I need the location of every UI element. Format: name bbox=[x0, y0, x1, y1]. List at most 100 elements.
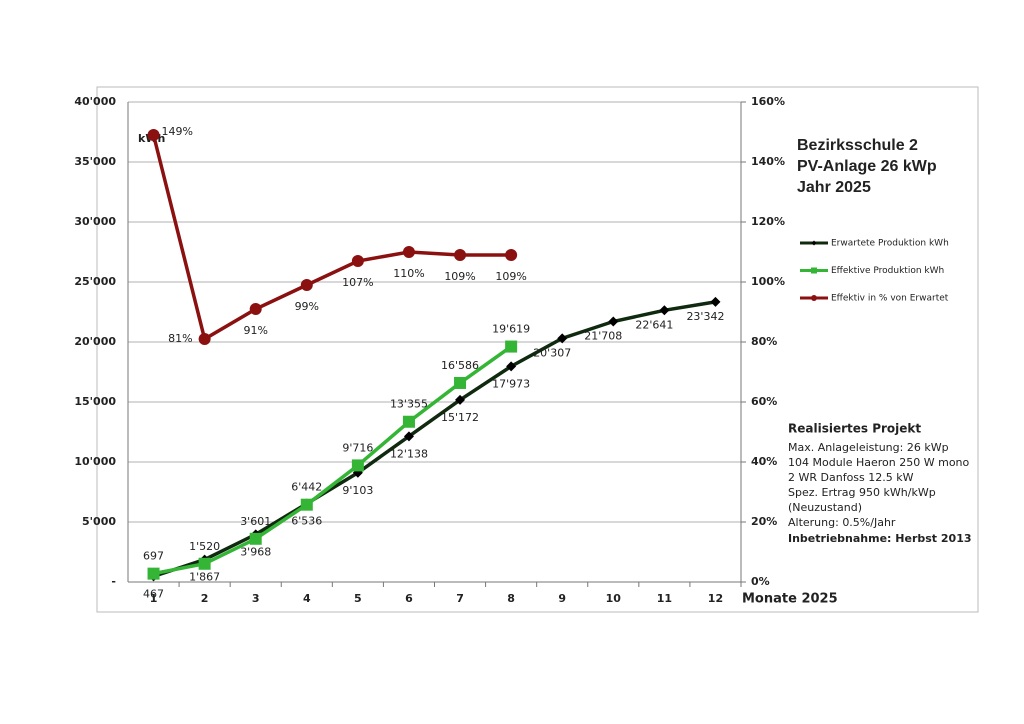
legend-label: Effektiv in % von Erwartet bbox=[831, 294, 949, 304]
data-label: 15'172 bbox=[441, 411, 479, 424]
y2-tick-label: 120% bbox=[751, 215, 785, 228]
y-tick-label: 25'000 bbox=[74, 275, 116, 288]
chart-title: Jahr 2025 bbox=[797, 179, 871, 196]
y2-tick-label: 40% bbox=[751, 455, 777, 468]
data-label: 3'968 bbox=[240, 545, 271, 558]
data-label: 16'586 bbox=[441, 359, 479, 372]
marker bbox=[659, 305, 670, 316]
marker bbox=[811, 295, 817, 301]
x-tick-label: 3 bbox=[252, 592, 260, 605]
info-line: Spez. Ertrag 950 kWh/kWp bbox=[788, 486, 936, 499]
marker bbox=[198, 557, 211, 570]
marker bbox=[811, 267, 817, 274]
marker bbox=[608, 316, 619, 327]
data-label: 12'138 bbox=[390, 447, 428, 460]
marker bbox=[454, 376, 467, 389]
x-tick-label: 7 bbox=[456, 592, 464, 605]
chart-title: Bezirksschule 2 bbox=[797, 137, 918, 154]
marker bbox=[249, 532, 262, 545]
data-label: 9'716 bbox=[342, 441, 373, 454]
data-label: 6'536 bbox=[291, 515, 322, 528]
x-tick-label: 9 bbox=[558, 592, 566, 605]
series-line bbox=[152, 300, 716, 579]
x-tick-label: 12 bbox=[708, 592, 723, 605]
data-label: 19'619 bbox=[492, 323, 530, 336]
marker bbox=[506, 361, 517, 372]
marker bbox=[198, 333, 211, 345]
y-tick-label: 40'000 bbox=[74, 95, 116, 108]
data-label: 9'103 bbox=[342, 484, 373, 497]
data-label: 467 bbox=[143, 587, 164, 600]
info-line: Max. Anlageleistung: 26 kWp bbox=[788, 441, 949, 454]
x-tick-label: 10 bbox=[606, 592, 622, 605]
info-footer: Inbetriebnahme: Herbst 2013 bbox=[788, 532, 972, 545]
data-label: 3'601 bbox=[240, 515, 271, 528]
marker bbox=[300, 498, 313, 511]
marker bbox=[403, 431, 414, 442]
y-tick-label: 30'000 bbox=[74, 215, 116, 228]
data-label: 81% bbox=[168, 332, 192, 345]
y2-tick-label: 100% bbox=[751, 275, 785, 288]
x-tick-label: 6 bbox=[405, 592, 413, 605]
data-label: 21'708 bbox=[584, 330, 622, 343]
data-label: 109% bbox=[444, 270, 475, 283]
marker bbox=[454, 249, 467, 261]
y2-tick-label: 80% bbox=[751, 335, 777, 348]
marker bbox=[147, 129, 160, 141]
y-tick-label: 35'000 bbox=[74, 155, 116, 168]
y2-tick-label: 0% bbox=[751, 575, 770, 588]
y-tick-label: 15'000 bbox=[74, 395, 116, 408]
data-label: 22'641 bbox=[635, 318, 673, 331]
x-tick-label: 5 bbox=[354, 592, 362, 605]
series-line bbox=[151, 134, 512, 342]
info-line: 104 Module Haeron 250 W mono bbox=[788, 456, 970, 469]
marker bbox=[710, 296, 721, 307]
data-label: 91% bbox=[243, 324, 267, 337]
marker bbox=[351, 459, 364, 472]
data-label: 109% bbox=[495, 270, 526, 283]
marker bbox=[505, 249, 518, 261]
y2-tick-label: 160% bbox=[751, 95, 785, 108]
data-label: 20'307 bbox=[533, 346, 571, 359]
data-label: 1'520 bbox=[189, 540, 220, 553]
data-label: 110% bbox=[393, 267, 424, 280]
marker bbox=[455, 394, 466, 405]
x-axis-label: Monate 2025 bbox=[742, 592, 838, 607]
marker bbox=[505, 340, 518, 353]
y2-tick-label: 140% bbox=[751, 155, 785, 168]
y-tick-label: - bbox=[111, 575, 116, 588]
marker bbox=[402, 246, 415, 258]
data-label: 697 bbox=[143, 550, 164, 563]
chart-frame bbox=[96, 86, 979, 613]
data-label: 149% bbox=[162, 125, 193, 138]
y2-tick-label: 60% bbox=[751, 395, 777, 408]
marker bbox=[811, 240, 817, 246]
y2-tick-label: 20% bbox=[751, 515, 777, 528]
x-tick-label: 2 bbox=[201, 592, 209, 605]
info-line: (Neuzustand) bbox=[788, 501, 862, 514]
data-label: 23'342 bbox=[686, 310, 724, 323]
x-tick-label: 11 bbox=[657, 592, 672, 605]
x-tick-label: 1 bbox=[150, 592, 158, 605]
marker bbox=[402, 415, 415, 428]
x-tick-label: 8 bbox=[507, 592, 515, 605]
data-label: 13'355 bbox=[390, 398, 428, 411]
y-tick-label: 20'000 bbox=[74, 335, 116, 348]
data-label: 99% bbox=[295, 300, 319, 313]
marker bbox=[557, 333, 568, 344]
marker bbox=[300, 279, 313, 291]
x-tick-label: 4 bbox=[303, 592, 311, 605]
data-label: 17'973 bbox=[492, 377, 530, 390]
series-line bbox=[153, 345, 513, 576]
y-tick-label: 10'000 bbox=[74, 455, 116, 468]
info-heading: Realisiertes Projekt bbox=[788, 422, 921, 436]
y-tick-label: 5'000 bbox=[82, 515, 116, 528]
legend-label: Effektive Produktion kWh bbox=[831, 266, 944, 276]
data-label: 107% bbox=[342, 276, 373, 289]
marker bbox=[147, 567, 160, 580]
marker bbox=[249, 303, 262, 315]
info-line: 2 WR Danfoss 12.5 kW bbox=[788, 471, 914, 484]
legend-label: Erwartete Produktion kWh bbox=[831, 239, 949, 249]
info-line: Alterung: 0.5%/Jahr bbox=[788, 516, 896, 529]
